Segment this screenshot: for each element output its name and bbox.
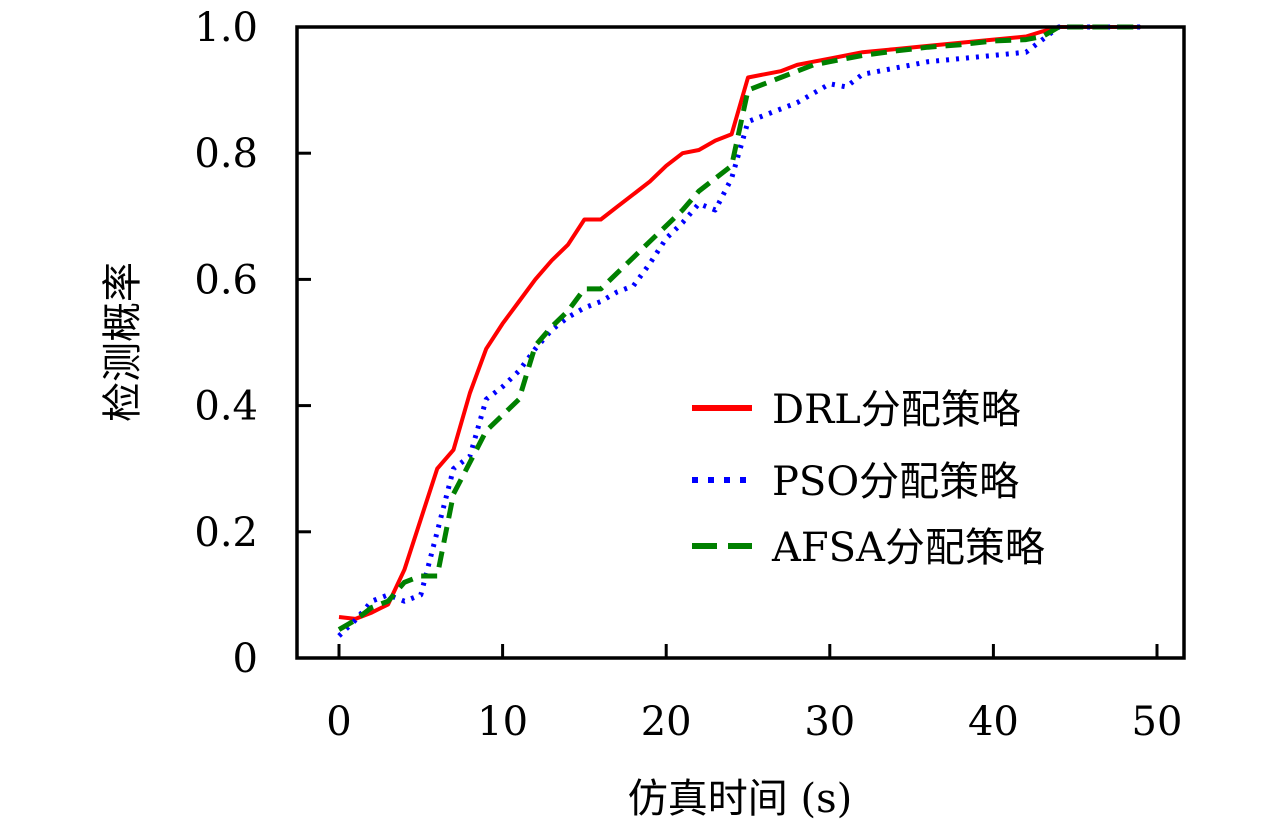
x-tick-label: 30: [804, 699, 855, 745]
legend-label-1: DRL分配策略: [772, 387, 1021, 433]
series-line-3: [337, 24, 1141, 632]
legend-label-2: PSO分配策略: [772, 459, 1019, 505]
legend: DRL分配策略 PSO分配策略 AFSA分配策略: [692, 387, 1045, 571]
series-layer: [337, 24, 1141, 638]
x-tick-label: 0: [326, 699, 351, 745]
y-tick-label: 0.4: [194, 384, 258, 430]
y-axis-title: 检测概率: [100, 262, 146, 422]
x-tick-label: 20: [641, 699, 692, 745]
y-tick-label: 0.8: [194, 131, 258, 177]
y-tick-label: 0.2: [194, 510, 258, 556]
y-tick-label: 0: [233, 636, 258, 682]
x-axis-title: 仿真时间 (s): [628, 776, 852, 822]
series-line-2: [337, 24, 1141, 638]
y-tick-label: 0.6: [194, 257, 258, 303]
plot-frame: [295, 25, 1186, 660]
x-tick-label: 40: [968, 699, 1019, 745]
x-tick-label: 10: [477, 699, 528, 745]
x-axis: 0 10 20 30 40 50: [326, 644, 1182, 745]
legend-label-3: AFSA分配策略: [771, 525, 1045, 571]
x-tick-label: 50: [1132, 699, 1183, 745]
y-axis: 0 0.2 0.4 0.6 0.8 1.0: [194, 5, 311, 682]
y-tick-label: 1.0: [194, 5, 258, 51]
series-line-1: [338, 25, 1141, 621]
